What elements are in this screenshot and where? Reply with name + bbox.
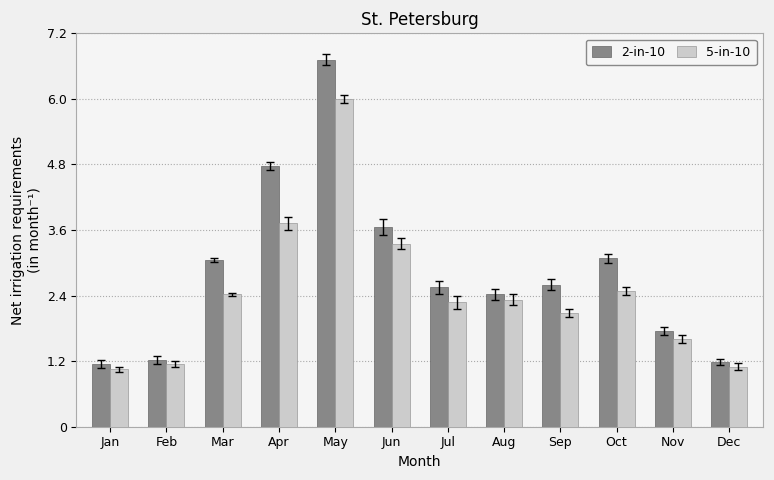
Y-axis label: Net irrigation requirements
(in month⁻¹): Net irrigation requirements (in month⁻¹): [11, 135, 41, 324]
X-axis label: Month: Month: [398, 455, 441, 469]
Bar: [430, 288, 448, 427]
Bar: [92, 364, 110, 427]
Bar: [598, 258, 617, 427]
Title: St. Petersburg: St. Petersburg: [361, 11, 478, 29]
Bar: [110, 369, 128, 427]
Bar: [504, 300, 522, 427]
Bar: [711, 362, 729, 427]
Bar: [223, 294, 241, 427]
Bar: [205, 260, 223, 427]
Bar: [486, 294, 504, 427]
Bar: [261, 166, 279, 427]
Bar: [392, 244, 409, 427]
Bar: [673, 339, 691, 427]
Bar: [166, 364, 184, 427]
Bar: [543, 285, 560, 427]
Bar: [317, 60, 335, 427]
Bar: [617, 291, 635, 427]
Bar: [560, 313, 578, 427]
Legend: 2-in-10, 5-in-10: 2-in-10, 5-in-10: [586, 40, 757, 65]
Bar: [448, 302, 466, 427]
Bar: [729, 367, 747, 427]
Bar: [335, 99, 353, 427]
Bar: [279, 224, 297, 427]
Bar: [655, 331, 673, 427]
Bar: [149, 360, 166, 427]
Bar: [374, 228, 392, 427]
